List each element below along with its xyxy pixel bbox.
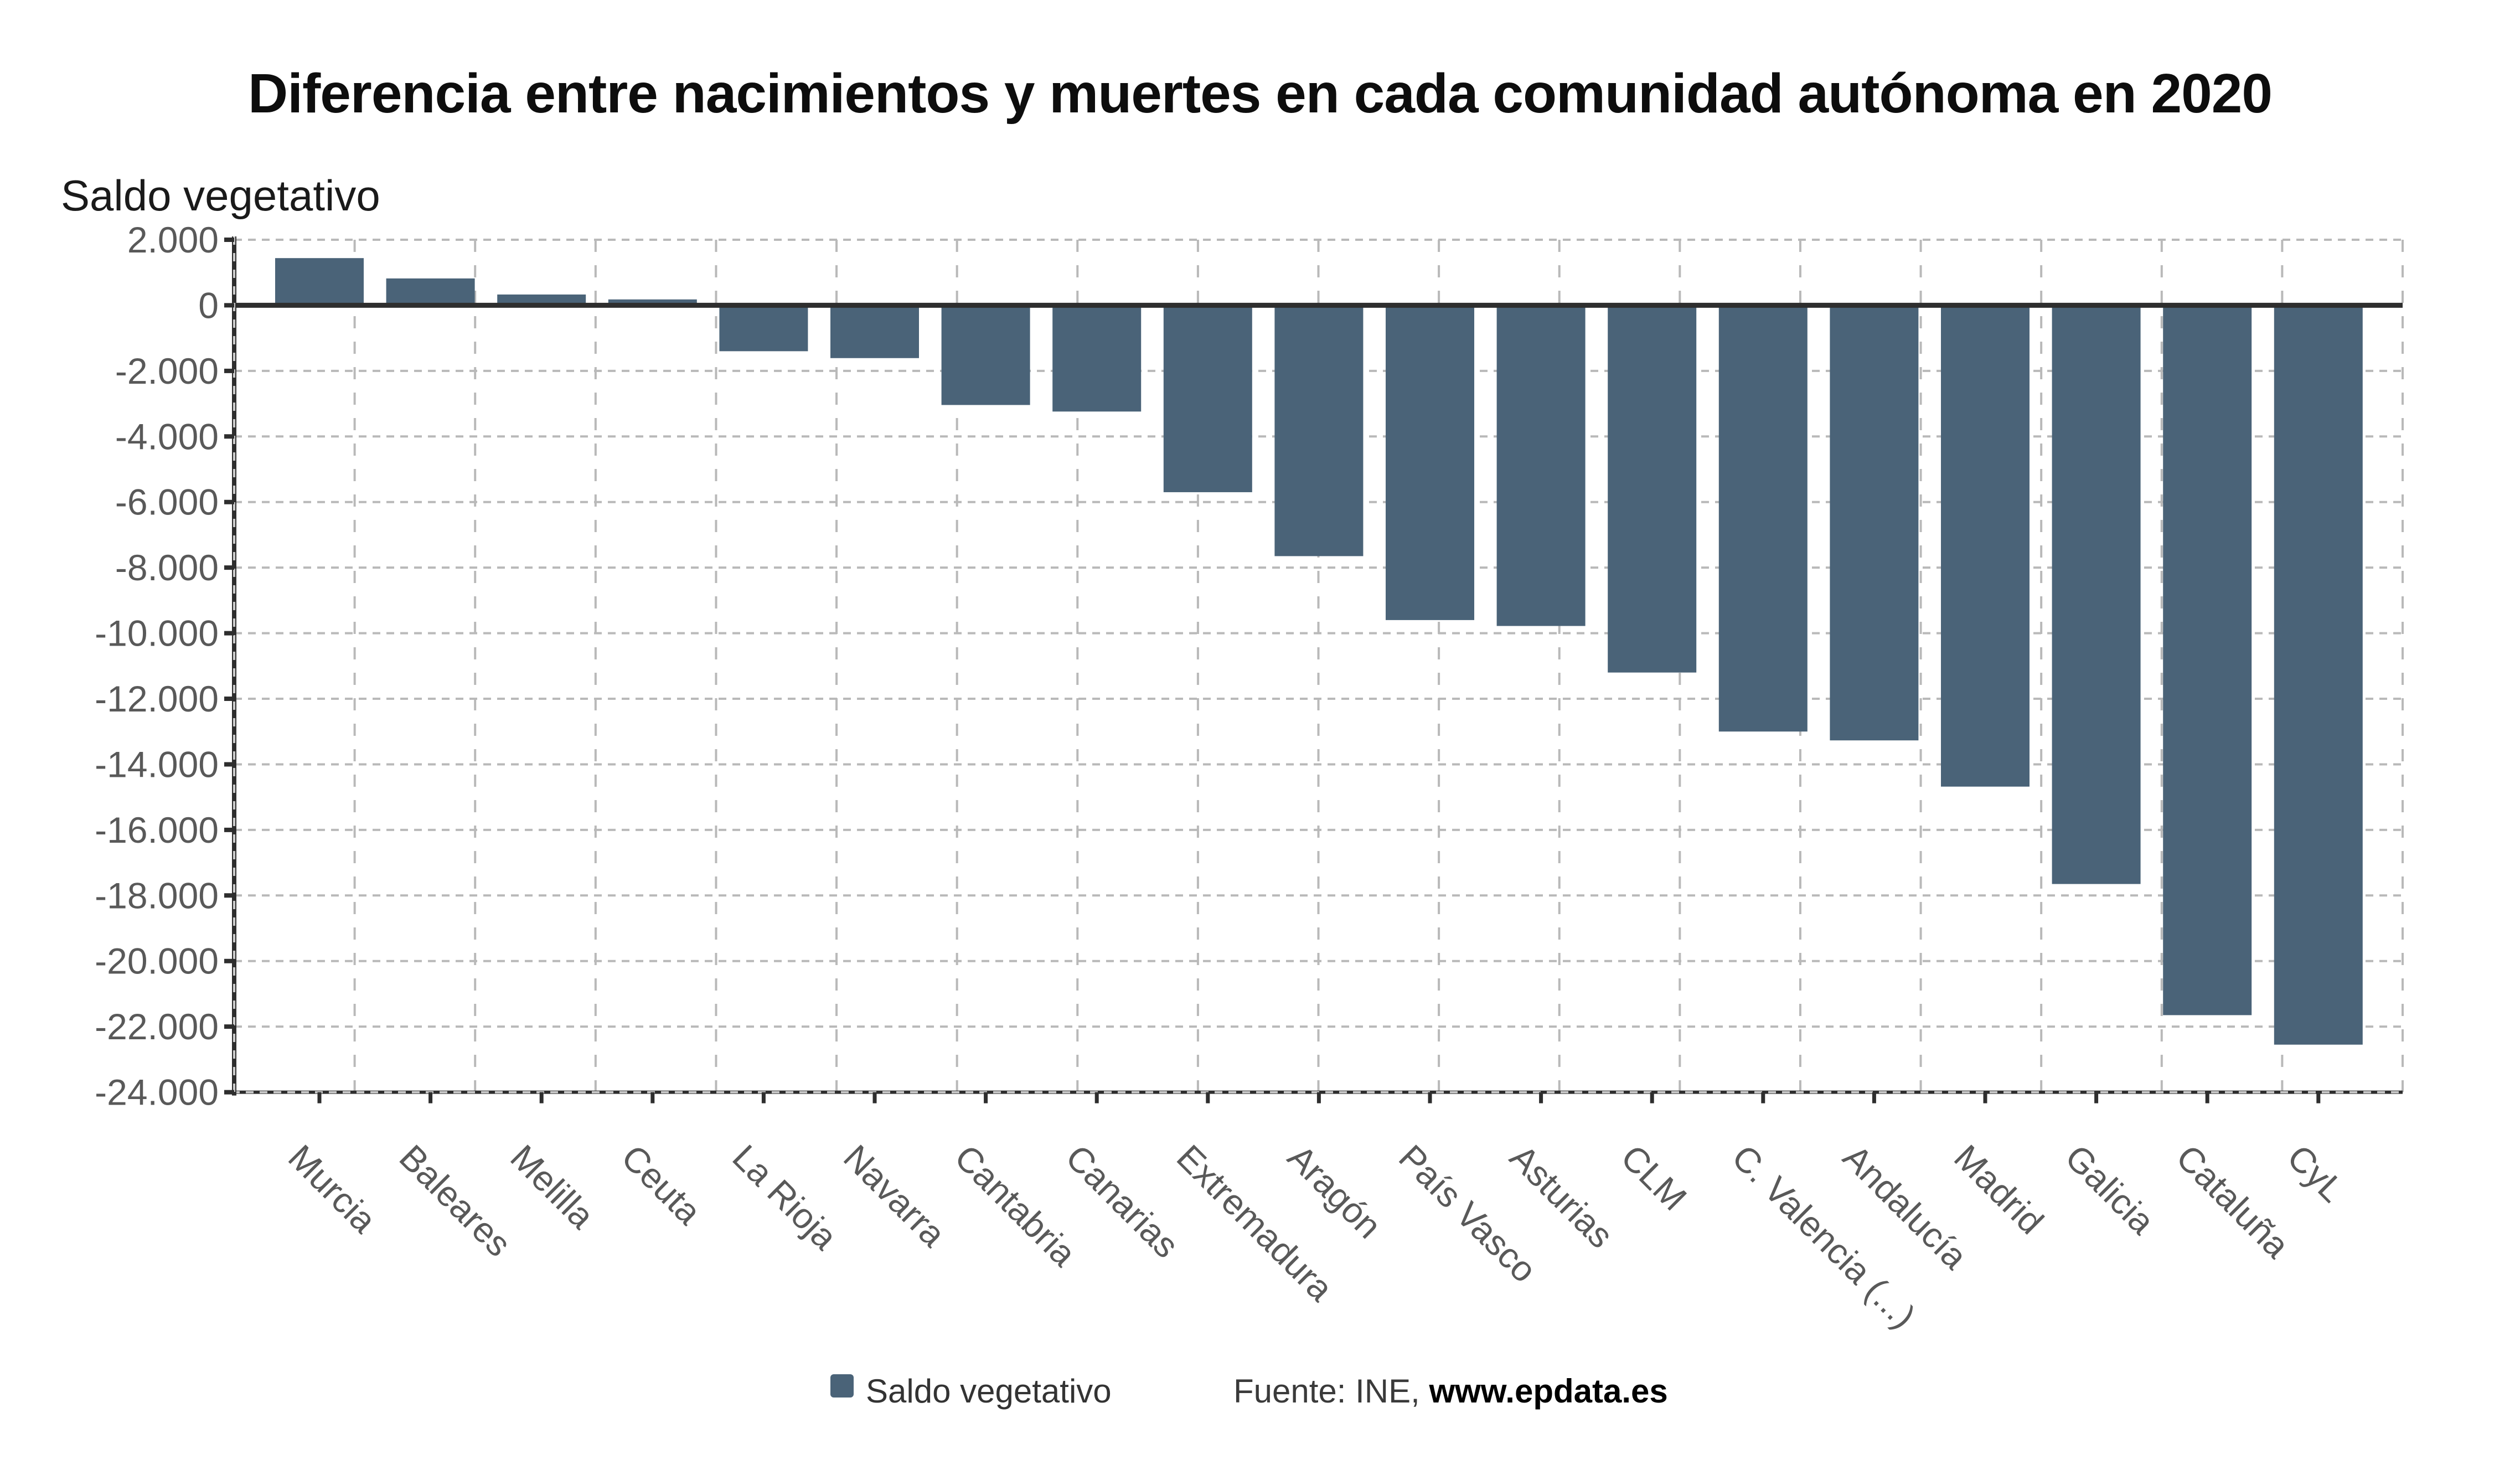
x-tick-label-madrid: Madrid [1946,1137,2051,1242]
y-tick-label: -18.000 [95,875,219,916]
bar-extremadura[interactable] [1163,305,1252,492]
bar-asturias[interactable] [1496,305,1586,626]
bar-galicia[interactable] [2052,305,2141,884]
x-tick-label-clm: CLM [1613,1137,1694,1218]
y-axis-ticks [224,238,234,1095]
legend-label[interactable]: Saldo vegetativo [866,1373,1112,1410]
y-tick-label: 2.000 [127,219,219,260]
bar-pais-vasco[interactable] [1386,305,1474,620]
bar-cyl[interactable] [2274,305,2363,1045]
bar-ceuta[interactable] [608,299,697,306]
y-tick-label: -8.000 [115,547,219,588]
y-tick-label: -20.000 [95,941,219,982]
legend-and-source-row: Saldo vegetativo Fuente: INE, www.epdata… [0,1372,2520,1422]
y-tick-label: -12.000 [95,678,219,719]
bar-murcia[interactable] [275,258,364,306]
x-axis-ticks [317,1092,2321,1103]
bar-la-rioja[interactable] [719,305,808,352]
bar-aragon[interactable] [1274,305,1364,556]
y-tick-label: -6.000 [115,482,219,523]
x-tick-label-baleares: Baleares [392,1137,519,1265]
bar-c-valencia[interactable] [1718,305,1808,732]
y-tick-label: -22.000 [95,1006,219,1047]
x-tick-label-melilla: Melilla [503,1137,602,1236]
bar-madrid[interactable] [1941,305,2030,787]
x-tick-label-navarra: Navarra [836,1137,953,1255]
bar-navarra[interactable] [830,305,919,358]
bar-melilla[interactable] [497,294,586,306]
x-tick-label-cantabria: Cantabria [947,1137,1084,1274]
y-tick-label: -16.000 [95,809,219,850]
bar-cantabria[interactable] [941,305,1030,405]
source-link[interactable]: www.epdata.es [1429,1373,1668,1410]
legend-swatch[interactable] [830,1374,854,1398]
x-tick-label-cyl: CyL [2280,1137,2352,1210]
x-tick-label-ceuta: Ceuta [614,1137,709,1233]
bar-canarias[interactable] [1052,305,1142,412]
y-tick-label: -24.000 [95,1072,219,1113]
y-tick-label: -14.000 [95,744,219,785]
source-text: Fuente: INE, www.epdata.es [1233,1372,1668,1410]
bar-andalucia[interactable] [1830,305,1919,741]
y-tick-label: -4.000 [115,416,219,457]
bar-cataluna[interactable] [2163,305,2252,1015]
chart-title: Diferencia entre nacimientos y muertes e… [247,63,2273,125]
bars-layer [275,258,2363,1045]
x-tick-label-galicia: Galicia [2058,1137,2163,1242]
x-tick-label-murcia: Murcia [281,1137,384,1241]
x-tick-label-cataluna: Cataluña [2168,1137,2297,1266]
bar-clm[interactable] [1608,305,1697,673]
y-axis-title: Saldo vegetativo [61,171,380,220]
x-tick-label-aragon: Aragón [1280,1137,1390,1246]
y-tick-label: -2.000 [115,350,219,391]
y-tick-label: 0 [198,285,219,326]
y-tick-label: -10.000 [95,613,219,654]
bar-baleares[interactable] [386,278,475,306]
x-tick-label-la-rioja: La Rioja [725,1137,845,1257]
y-axis-labels: 2.000 0 -2.000 -4.000 -6.000 -8.000 -10.000 -12… [95,219,219,1113]
source-prefix: Fuente: INE, [1233,1373,1429,1410]
